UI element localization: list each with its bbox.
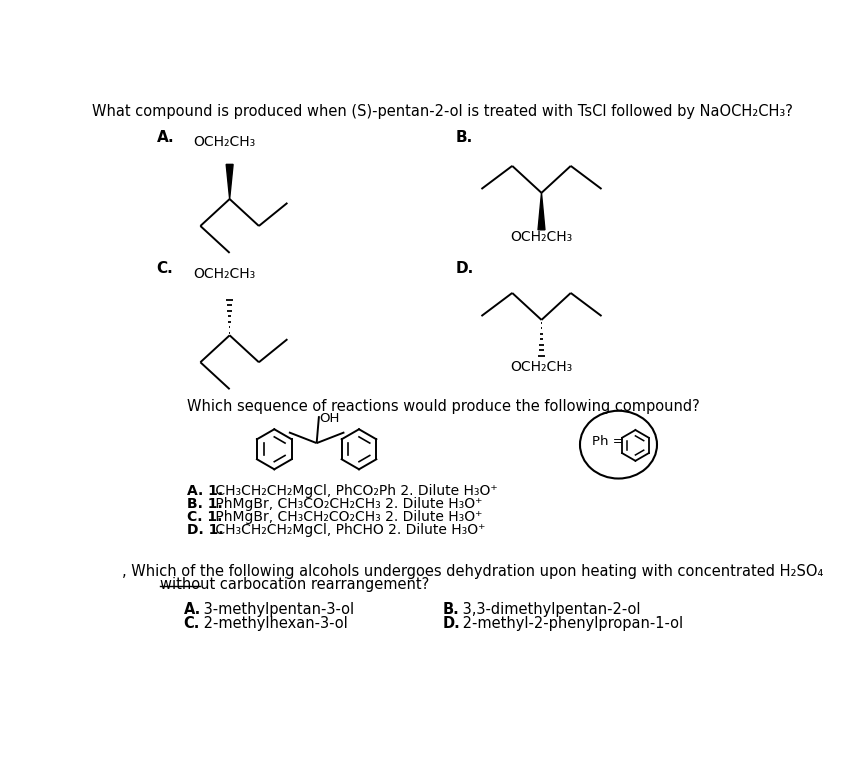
Text: D. 1.: D. 1.: [188, 523, 224, 537]
Text: C.: C.: [157, 261, 173, 276]
Text: OCH₂CH₃: OCH₂CH₃: [194, 135, 256, 149]
Text: B. 1.: B. 1.: [188, 497, 223, 511]
Text: OCH₂CH₃: OCH₂CH₃: [510, 230, 572, 243]
Text: B.: B.: [455, 130, 472, 145]
Text: 2-methyl-2-phenylpropan-1-ol: 2-methyl-2-phenylpropan-1-ol: [458, 615, 683, 631]
Text: D.: D.: [443, 615, 461, 631]
Text: 3,3-dimethylpentan-2-ol: 3,3-dimethylpentan-2-ol: [458, 601, 641, 617]
Text: C.: C.: [183, 615, 200, 631]
Text: without carbocation rearrangement?: without carbocation rearrangement?: [160, 577, 430, 592]
Text: CH₃CH₂CH₂MgCl, PhCHO 2. Dilute H₃O⁺: CH₃CH₂CH₂MgCl, PhCHO 2. Dilute H₃O⁺: [211, 523, 485, 537]
Text: What compound is produced when (S)-pentan-2-ol is treated with TsCl followed by : What compound is produced when (S)-penta…: [93, 104, 793, 118]
Text: CH₃CH₂CH₂MgCl, PhCO₂Ph 2. Dilute H₃O⁺: CH₃CH₂CH₂MgCl, PhCO₂Ph 2. Dilute H₃O⁺: [211, 484, 497, 498]
Text: OCH₂CH₃: OCH₂CH₃: [510, 360, 572, 374]
Text: Ph =: Ph =: [592, 435, 624, 448]
Polygon shape: [226, 165, 233, 199]
Text: Which sequence of reactions would produce the following compound?: Which sequence of reactions would produc…: [187, 399, 699, 414]
Text: PhMgBr, CH₃CH₂CO₂CH₃ 2. Dilute H₃O⁺: PhMgBr, CH₃CH₂CO₂CH₃ 2. Dilute H₃O⁺: [211, 510, 482, 524]
Polygon shape: [538, 192, 545, 230]
Text: D.: D.: [455, 261, 473, 276]
Text: OCH₂CH₃: OCH₂CH₃: [194, 267, 256, 281]
Text: 3-methylpentan-3-ol: 3-methylpentan-3-ol: [199, 601, 354, 617]
Text: PhMgBr, CH₃CO₂CH₂CH₃ 2. Dilute H₃O⁺: PhMgBr, CH₃CO₂CH₂CH₃ 2. Dilute H₃O⁺: [211, 497, 482, 511]
Text: , Which of the following alcohols undergoes dehydration upon heating with concen: , Which of the following alcohols underg…: [122, 564, 823, 579]
Text: 2-methylhexan-3-ol: 2-methylhexan-3-ol: [199, 615, 348, 631]
Text: C. 1.: C. 1.: [188, 510, 222, 524]
Text: A. 1.: A. 1.: [188, 484, 223, 498]
Text: B.: B.: [443, 601, 459, 617]
Text: A.: A.: [183, 601, 201, 617]
Text: A.: A.: [157, 130, 174, 145]
Text: OH: OH: [319, 412, 339, 425]
